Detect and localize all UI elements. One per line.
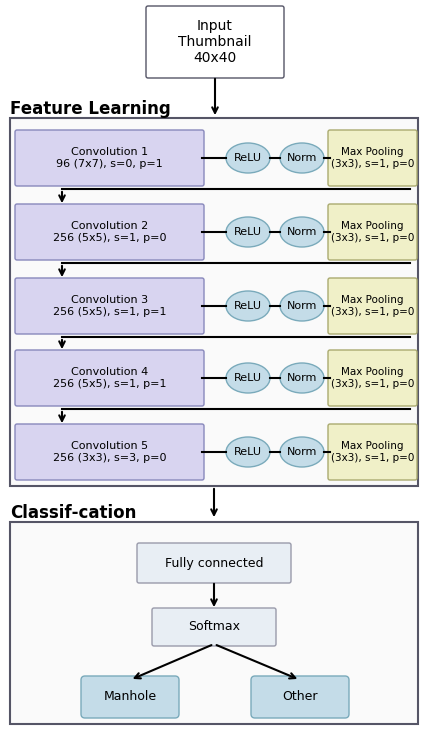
Text: Convolution 5
256 (3x3), s=3, p=0: Convolution 5 256 (3x3), s=3, p=0 — [53, 441, 166, 463]
FancyBboxPatch shape — [328, 350, 417, 406]
Text: Norm: Norm — [287, 447, 317, 457]
Text: ReLU: ReLU — [234, 447, 262, 457]
Text: Feature Learning: Feature Learning — [10, 100, 171, 118]
Text: Input
Thumbnail
40x40: Input Thumbnail 40x40 — [178, 19, 252, 65]
Ellipse shape — [280, 217, 324, 247]
Text: ReLU: ReLU — [234, 373, 262, 383]
Text: Max Pooling
(3x3), s=1, p=0: Max Pooling (3x3), s=1, p=0 — [331, 367, 414, 389]
Text: ReLU: ReLU — [234, 153, 262, 163]
Text: Other: Other — [282, 690, 318, 703]
Text: Max Pooling
(3x3), s=1, p=0: Max Pooling (3x3), s=1, p=0 — [331, 441, 414, 463]
FancyBboxPatch shape — [328, 130, 417, 186]
Text: Manhole: Manhole — [104, 690, 157, 703]
Ellipse shape — [226, 291, 270, 321]
FancyBboxPatch shape — [10, 118, 418, 486]
FancyBboxPatch shape — [328, 278, 417, 334]
Ellipse shape — [226, 363, 270, 393]
Text: Softmax: Softmax — [188, 621, 240, 633]
Text: Max Pooling
(3x3), s=1, p=0: Max Pooling (3x3), s=1, p=0 — [331, 221, 414, 243]
Ellipse shape — [280, 143, 324, 173]
Text: Convolution 3
256 (5x5), s=1, p=1: Convolution 3 256 (5x5), s=1, p=1 — [53, 295, 166, 317]
Text: Norm: Norm — [287, 373, 317, 383]
Ellipse shape — [226, 437, 270, 467]
Ellipse shape — [280, 363, 324, 393]
FancyBboxPatch shape — [328, 204, 417, 260]
Text: Max Pooling
(3x3), s=1, p=0: Max Pooling (3x3), s=1, p=0 — [331, 147, 414, 169]
FancyBboxPatch shape — [152, 608, 276, 646]
FancyBboxPatch shape — [146, 6, 284, 78]
Text: Max Pooling
(3x3), s=1, p=0: Max Pooling (3x3), s=1, p=0 — [331, 295, 414, 317]
Text: ReLU: ReLU — [234, 301, 262, 311]
Text: Fully connected: Fully connected — [165, 556, 263, 569]
Ellipse shape — [226, 217, 270, 247]
FancyBboxPatch shape — [81, 676, 179, 718]
FancyBboxPatch shape — [15, 424, 204, 480]
FancyBboxPatch shape — [328, 424, 417, 480]
FancyBboxPatch shape — [15, 130, 204, 186]
Text: Convolution 1
96 (7x7), s=0, p=1: Convolution 1 96 (7x7), s=0, p=1 — [56, 147, 163, 169]
FancyBboxPatch shape — [15, 278, 204, 334]
Ellipse shape — [226, 143, 270, 173]
FancyBboxPatch shape — [15, 204, 204, 260]
FancyBboxPatch shape — [15, 350, 204, 406]
Ellipse shape — [280, 437, 324, 467]
Text: Classif­cation: Classif­cation — [10, 504, 137, 522]
Text: ReLU: ReLU — [234, 227, 262, 237]
FancyBboxPatch shape — [137, 543, 291, 583]
FancyBboxPatch shape — [251, 676, 349, 718]
Text: Convolution 2
256 (5x5), s=1, p=0: Convolution 2 256 (5x5), s=1, p=0 — [53, 221, 166, 243]
Text: Norm: Norm — [287, 227, 317, 237]
Text: Norm: Norm — [287, 153, 317, 163]
Text: Norm: Norm — [287, 301, 317, 311]
FancyBboxPatch shape — [10, 522, 418, 724]
Text: Convolution 4
256 (5x5), s=1, p=1: Convolution 4 256 (5x5), s=1, p=1 — [53, 367, 166, 389]
Ellipse shape — [280, 291, 324, 321]
